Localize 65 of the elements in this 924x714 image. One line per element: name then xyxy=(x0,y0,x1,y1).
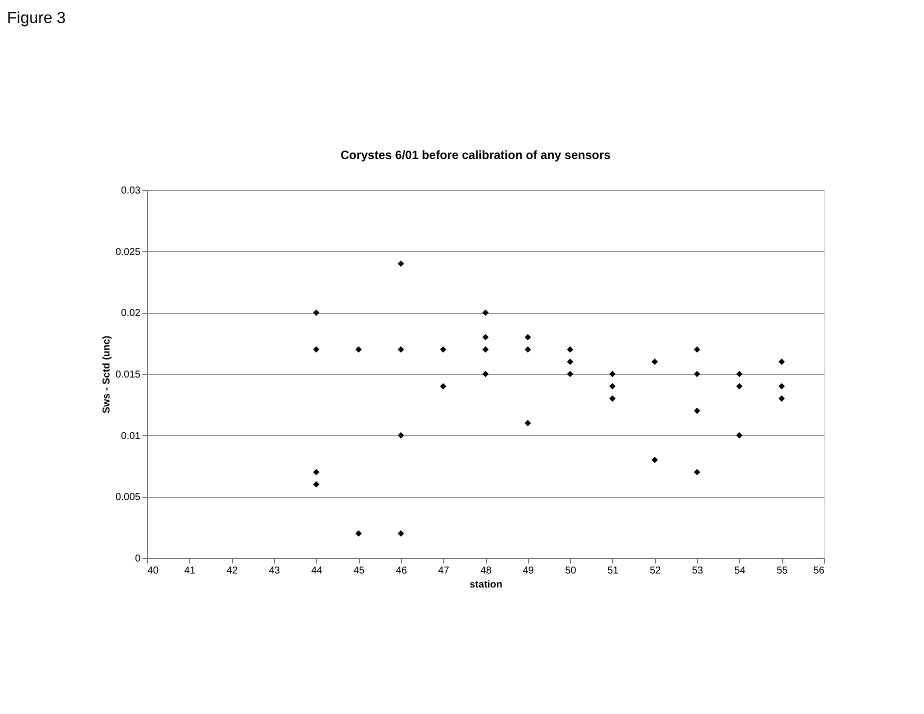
point xyxy=(694,370,700,378)
x-tick-label: 48 xyxy=(480,566,492,576)
point xyxy=(652,456,658,464)
point xyxy=(609,383,616,390)
caption: Figure 3 xyxy=(7,10,66,27)
point xyxy=(736,432,743,438)
point xyxy=(694,468,700,476)
point xyxy=(524,420,531,426)
x-tick-label: 51 xyxy=(607,566,619,576)
x-tick-label: 49 xyxy=(522,566,534,576)
point xyxy=(313,468,320,476)
x-tick-label: 56 xyxy=(813,566,825,576)
x-axis-title: station xyxy=(470,580,502,590)
point xyxy=(313,481,320,488)
x-tick-label: 47 xyxy=(438,566,450,576)
point xyxy=(398,346,404,353)
point xyxy=(609,370,616,378)
point xyxy=(566,358,574,365)
x-tick-label: 45 xyxy=(354,566,366,576)
point xyxy=(736,370,743,378)
x-tick-label: 54 xyxy=(734,566,746,576)
point xyxy=(778,383,785,390)
point xyxy=(778,395,785,402)
point xyxy=(398,530,404,537)
x-tick-label: 43 xyxy=(268,566,280,576)
point xyxy=(398,432,404,438)
point xyxy=(652,358,658,365)
y-tick-label: 0.03 xyxy=(121,186,141,196)
chart-title: Corystes 6/01 before calibration of any sensors xyxy=(340,148,611,162)
point xyxy=(609,395,616,402)
x-tick-label: 40 xyxy=(148,566,160,576)
x-tick-label: 44 xyxy=(311,566,323,576)
point xyxy=(440,346,446,353)
point xyxy=(482,310,489,316)
point xyxy=(566,346,574,353)
point xyxy=(524,346,531,353)
point xyxy=(778,358,785,365)
point xyxy=(398,260,404,267)
y-tick-label: 0.01 xyxy=(121,430,141,442)
point xyxy=(482,346,489,353)
y-axis-title: Sws - Sctd (unc) xyxy=(101,336,112,414)
point xyxy=(694,346,700,353)
x-tick-label: 41 xyxy=(184,566,196,576)
x-tick-label: 55 xyxy=(776,566,788,576)
x-tick-label: 42 xyxy=(226,566,238,576)
point xyxy=(482,370,489,378)
point xyxy=(313,346,320,353)
point xyxy=(694,408,700,414)
point xyxy=(355,530,362,537)
y-tick-label: 0.015 xyxy=(115,370,141,380)
point xyxy=(355,346,362,353)
point xyxy=(313,310,320,316)
x-tick-label: 46 xyxy=(396,566,408,576)
y-tick-label: 0.005 xyxy=(115,492,141,504)
y-tick-label: 0.025 xyxy=(115,246,141,258)
y-tick-label: 0.02 xyxy=(121,308,141,320)
point xyxy=(736,383,743,390)
point xyxy=(482,334,489,340)
point xyxy=(440,383,446,390)
x-tick-label: 52 xyxy=(650,566,662,576)
x-tick-label: 53 xyxy=(692,566,704,576)
point xyxy=(566,370,574,378)
x-tick-label: 50 xyxy=(565,566,577,576)
y-tick-label: 0 xyxy=(134,554,141,564)
point xyxy=(524,334,531,340)
